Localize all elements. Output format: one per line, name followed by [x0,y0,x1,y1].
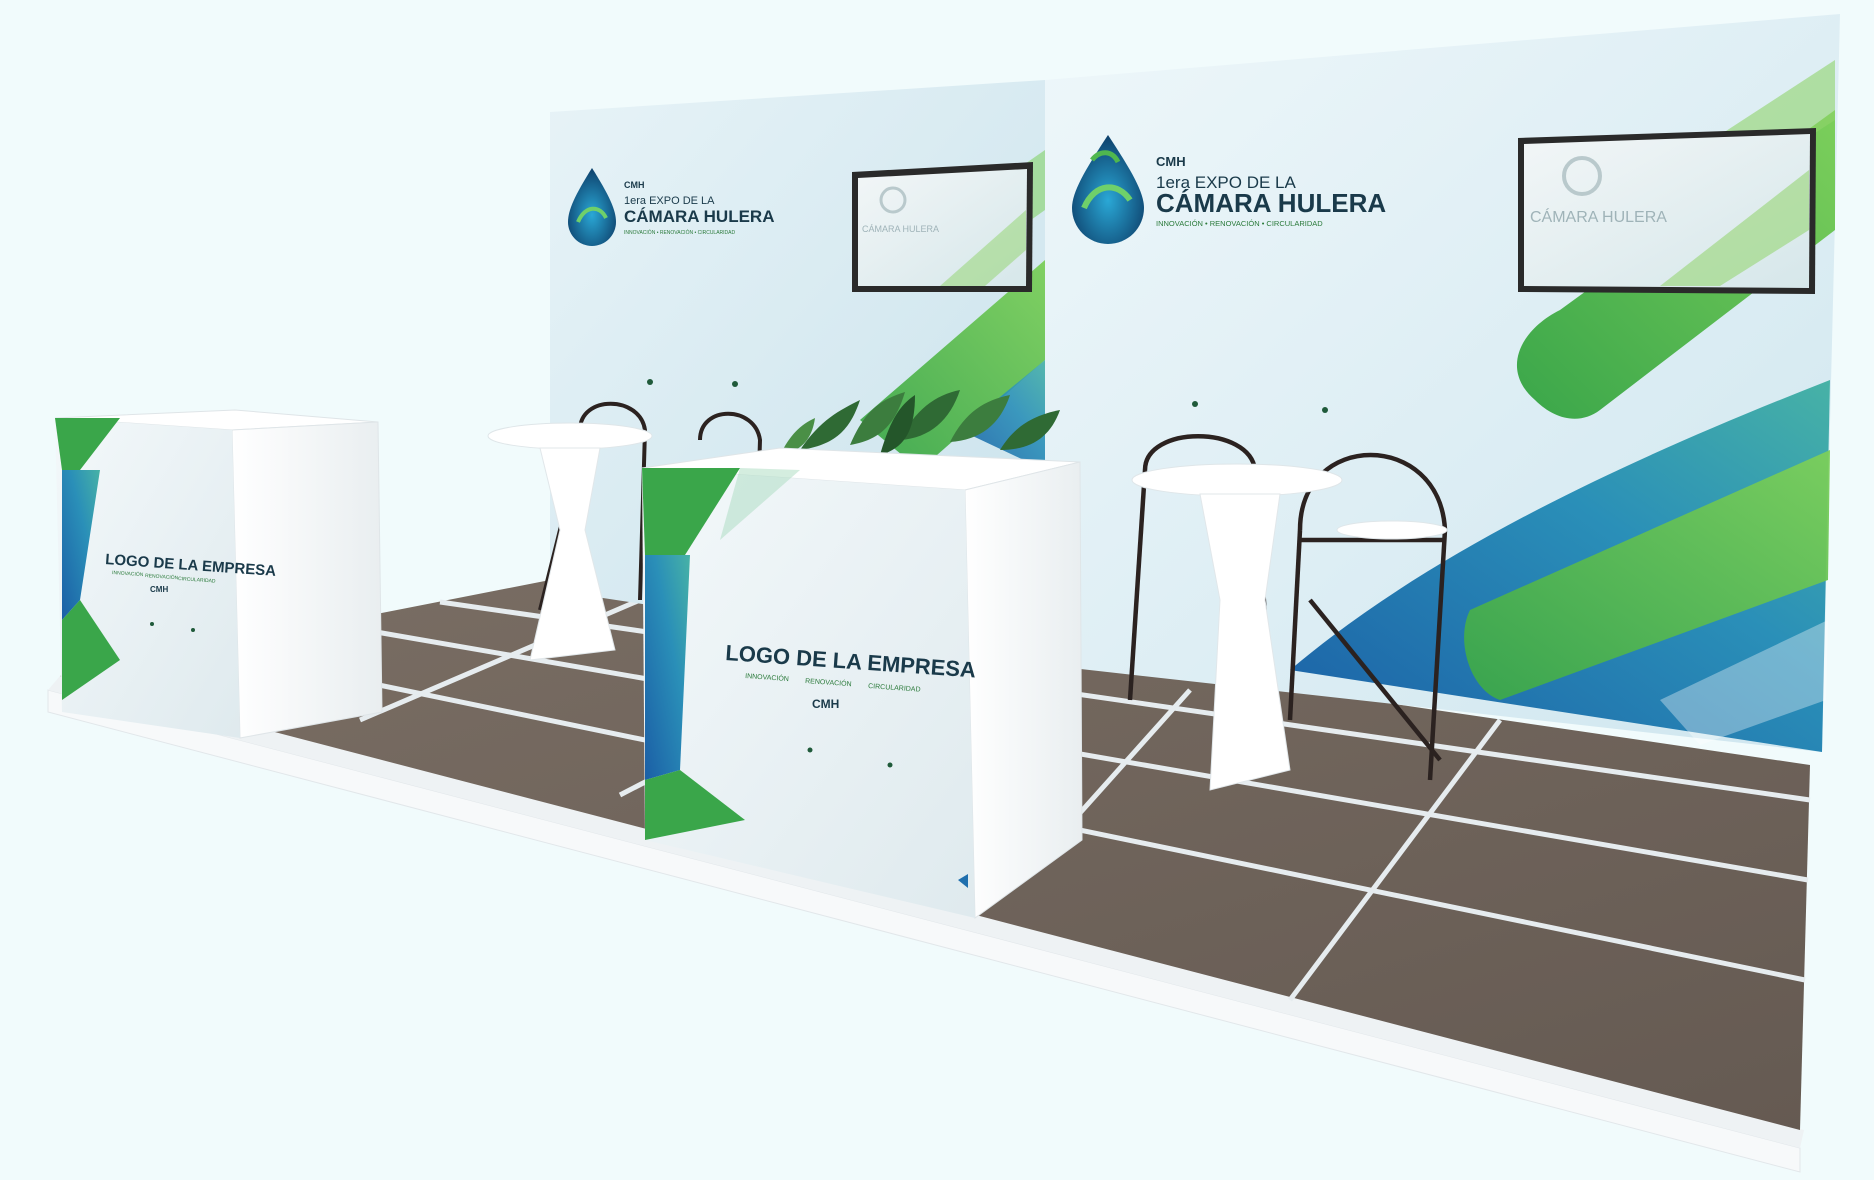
counter-large: LOGO DE LA EMPRESA INNOVACIÓN RENOVACIÓN… [641,447,1083,919]
wall-logo-right: CMH 1era EXPO DE LA CÁMARA HULERA INNOVA… [1072,135,1386,244]
wall-logo-right-badge: CMH [1156,154,1186,169]
wall-logo-left: CMH 1era EXPO DE LA CÁMARA HULERA INNOVA… [568,168,774,246]
wall-screen-left: CÁMARA HULERA [852,162,1033,292]
counter-large-badge: CMH [812,697,839,711]
plant-leaves [780,390,1060,455]
wall-logo-right-edition: 1era EXPO DE LA [1156,173,1297,192]
counter-small-badge: CMH [150,585,168,594]
wall-logo-left-name: CÁMARA HULERA [624,207,774,226]
high-table-left [487,422,653,661]
counter-small-word-2: RENOVACIÓN [145,572,179,581]
wall-logo-left-edition: 1era EXPO DE LA [624,195,715,207]
platform [47,676,1804,1173]
wall-logo-right-tagline: INNOVACIÓN • RENOVACIÓN • CIRCULARIDAD [1156,219,1323,228]
wall-logo-right-name: CÁMARA HULERA [1156,188,1386,218]
counter-small-word-1: INNOVACIÓN [112,569,144,578]
counter-large-word-3: CIRCULARIDAD [868,683,921,694]
counter-small-word-3: CIRCULARIDAD [178,576,216,585]
wall-screen-right-name: CÁMARA HULERA [1530,207,1667,226]
wall-logo-left-badge: CMH [624,180,645,190]
wall-logo-left-tagline: INNOVACIÓN • RENOVACIÓN • CIRCULARIDAD [624,229,735,236]
high-table-right [1131,463,1448,791]
wall-screen-left-name: CÁMARA HULERA [862,224,939,234]
water-drop-logo-icon [1072,135,1144,244]
wall-screen-right: CÁMARA HULERA [1518,128,1816,294]
counter-small: LOGO DE LA EMPRESA INNOVACIÓN RENOVACIÓN… [54,409,383,739]
water-drop-logo-icon [568,168,616,246]
